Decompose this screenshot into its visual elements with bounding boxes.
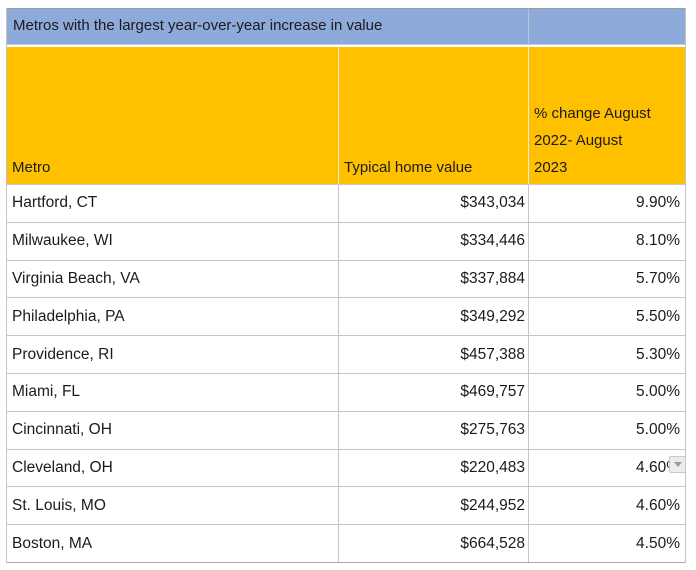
metro-cell: Hartford, CT — [7, 185, 339, 222]
home-value-cell: $220,483 — [339, 449, 529, 487]
table-row: Miami, FL $469,757 5.00% — [7, 373, 685, 412]
table-row: Philadelphia, PA $349,292 5.50% — [7, 298, 685, 337]
table-title: Metros with the largest year-over-year i… — [7, 9, 529, 44]
metros-value-table: Metros with the largest year-over-year i… — [6, 8, 686, 563]
home-value-cell: $343,034 — [339, 185, 529, 222]
metro-cell: Milwaukee, WI — [7, 222, 339, 260]
metro-cell: Cleveland, OH — [7, 449, 339, 487]
home-value-cell: $334,446 — [339, 222, 529, 260]
table-row: Cleveland, OH $220,483 4.60% — [7, 449, 685, 488]
chevron-down-glyph — [673, 462, 682, 468]
pct-change-cell: 9.90% — [636, 194, 680, 212]
metro-cell: St. Louis, MO — [7, 487, 339, 525]
pct-change-cell: 5.00% — [636, 383, 680, 401]
home-value-cell: $244,952 — [339, 487, 529, 525]
pct-change-cell: 5.50% — [636, 307, 680, 325]
column-header-pct-change: % change August 2022- August 2023 — [534, 105, 651, 176]
metro-cell: Virginia Beach, VA — [7, 260, 339, 298]
column-header-metro: Metro — [7, 47, 339, 184]
table-row: Virginia Beach, VA $337,884 5.70% — [7, 260, 685, 299]
table-row: Cincinnati, OH $275,763 5.00% — [7, 411, 685, 450]
metro-cell: Providence, RI — [7, 336, 339, 373]
pct-change-cell: 8.10% — [636, 232, 680, 250]
column-header-typical-home-value: Typical home value — [339, 47, 529, 184]
pct-change-cell: 4.60% — [529, 450, 685, 487]
column-header-row: Metro Typical home value % change August… — [7, 47, 685, 185]
pct-change-cell: 5.70% — [636, 269, 680, 287]
home-value-cell: $469,757 — [339, 373, 529, 411]
home-value-cell: $664,528 — [339, 525, 529, 562]
home-value-cell: $349,292 — [339, 298, 529, 336]
metro-cell: Cincinnati, OH — [7, 411, 339, 449]
pct-change-cell: 5.30% — [636, 345, 680, 363]
table-title-empty-cell — [529, 9, 685, 44]
table-row: Providence, RI $457,388 5.30% — [7, 336, 685, 374]
home-value-cell: $275,763 — [339, 411, 529, 449]
table-row: Boston, MA $664,528 4.50% — [7, 525, 685, 563]
metro-cell: Boston, MA — [7, 525, 339, 562]
row-divider — [7, 45, 685, 47]
metro-cell: Philadelphia, PA — [7, 298, 339, 336]
table-row: St. Louis, MO $244,952 4.60% — [7, 487, 685, 526]
pct-change-cell: 4.50% — [636, 534, 680, 552]
pct-change-cell: 4.60% — [636, 496, 680, 514]
home-value-cell: $457,388 — [339, 336, 529, 373]
metro-cell: Miami, FL — [7, 373, 339, 411]
chevron-down-icon[interactable] — [669, 455, 685, 473]
table-row: Milwaukee, WI $334,446 8.10% — [7, 222, 685, 261]
home-value-cell: $337,884 — [339, 260, 529, 298]
table-title-row: Metros with the largest year-over-year i… — [7, 8, 685, 45]
pct-change-cell: 5.00% — [636, 421, 680, 439]
table-row: Hartford, CT $343,034 9.90% — [7, 185, 685, 223]
